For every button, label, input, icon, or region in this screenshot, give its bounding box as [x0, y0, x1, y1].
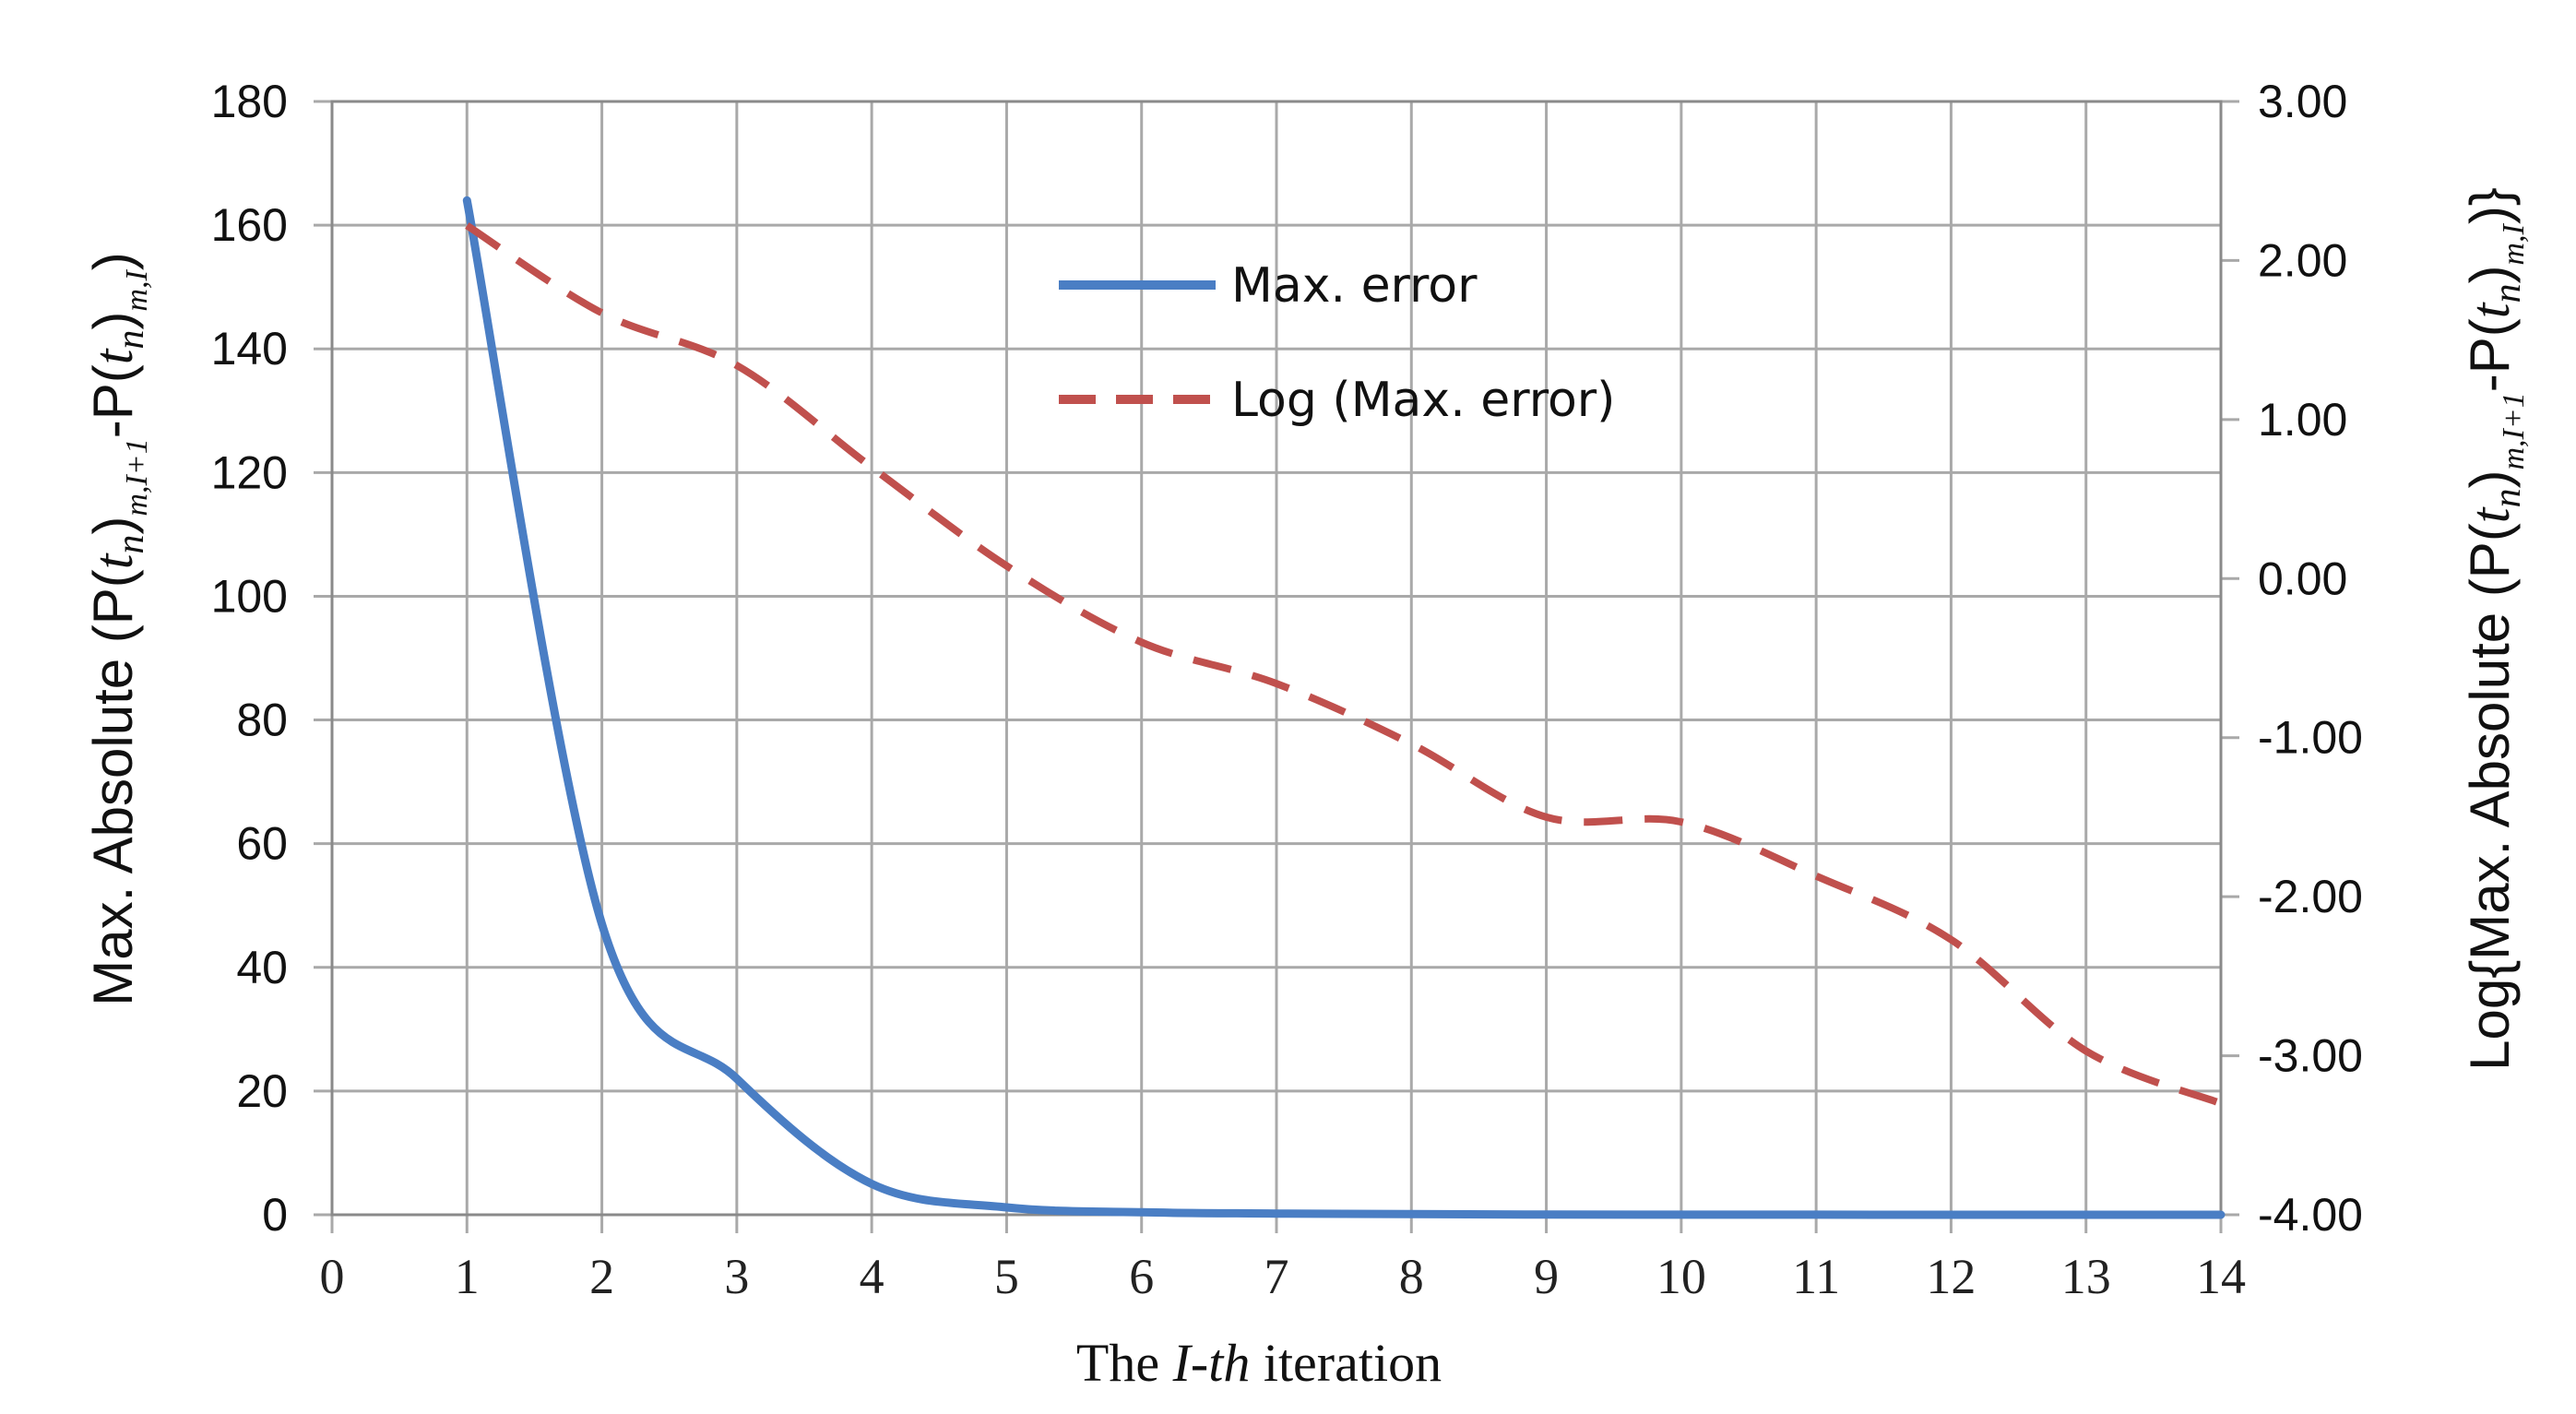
y-axis-left-title: Max. Absolute (P(tn)m,I+1-P(tn)m,I)	[82, 252, 154, 1006]
x-tick-label: 2	[589, 1249, 614, 1304]
series-line-max-error	[462, 196, 2226, 1219]
y-right-tick-label: -4.00	[2258, 1189, 2363, 1241]
x-tick-label: 14	[2196, 1249, 2246, 1304]
y-left-tick-label: 40	[236, 942, 288, 993]
tick-labels: 0 1 2 3 4 5 6 7 8 9 10 11 12 13 1402040608010012014016…	[211, 76, 2363, 1304]
x-tick-label: 1	[455, 1249, 480, 1304]
x-tick-label: 12	[1926, 1249, 1976, 1304]
y-left-tick-label: 160	[211, 199, 288, 251]
x-tick-label: 11	[1792, 1249, 1840, 1304]
series-lines	[462, 196, 2226, 1219]
y-right-tick-label: -3.00	[2258, 1030, 2363, 1082]
series-line-log-max-error	[465, 222, 2223, 1108]
y-left-tick-label: 20	[236, 1065, 288, 1117]
y-right-tick-label: 0.00	[2258, 553, 2347, 604]
x-tick-label: 5	[994, 1249, 1019, 1304]
x-tick-label: 13	[2061, 1249, 2111, 1304]
x-tick-label: 7	[1264, 1249, 1289, 1304]
legend: Max. error Log (Max. error)	[1059, 258, 1615, 428]
x-tick-label: 10	[1656, 1249, 1706, 1304]
y-right-tick-label: -1.00	[2258, 712, 2363, 764]
y-left-tick-label: 140	[211, 323, 288, 374]
x-axis-title: The I-th iteration	[1076, 1333, 1442, 1393]
x-tick-label: 0	[320, 1249, 345, 1304]
y-left-tick-label: 80	[236, 695, 288, 746]
legend-label-max-error: Max. error	[1231, 258, 1478, 314]
y-left-tick-label: 0	[262, 1189, 288, 1241]
y-left-tick-label: 100	[211, 570, 288, 622]
y-left-tick-label: 180	[211, 76, 288, 127]
y-right-tick-label: 2.00	[2258, 234, 2347, 286]
y-right-tick-label: 3.00	[2258, 76, 2347, 127]
y-axis-right-title: Log{Max. Absolute (P(tn)m,I+1-P(tn)m,I)}	[2459, 187, 2531, 1071]
y-right-tick-label: 1.00	[2258, 394, 2347, 446]
legend-label-log-max-error: Log (Max. error)	[1231, 373, 1615, 428]
y-left-tick-label: 60	[236, 818, 288, 870]
x-tick-label: 9	[1534, 1249, 1559, 1304]
x-tick-label: 6	[1129, 1249, 1154, 1304]
x-tick-label: 4	[860, 1249, 884, 1304]
x-tick-label: 8	[1399, 1249, 1424, 1304]
x-tick-label: 3	[724, 1249, 749, 1304]
y-left-tick-label: 120	[211, 446, 288, 498]
y-right-tick-label: -2.00	[2258, 871, 2363, 922]
